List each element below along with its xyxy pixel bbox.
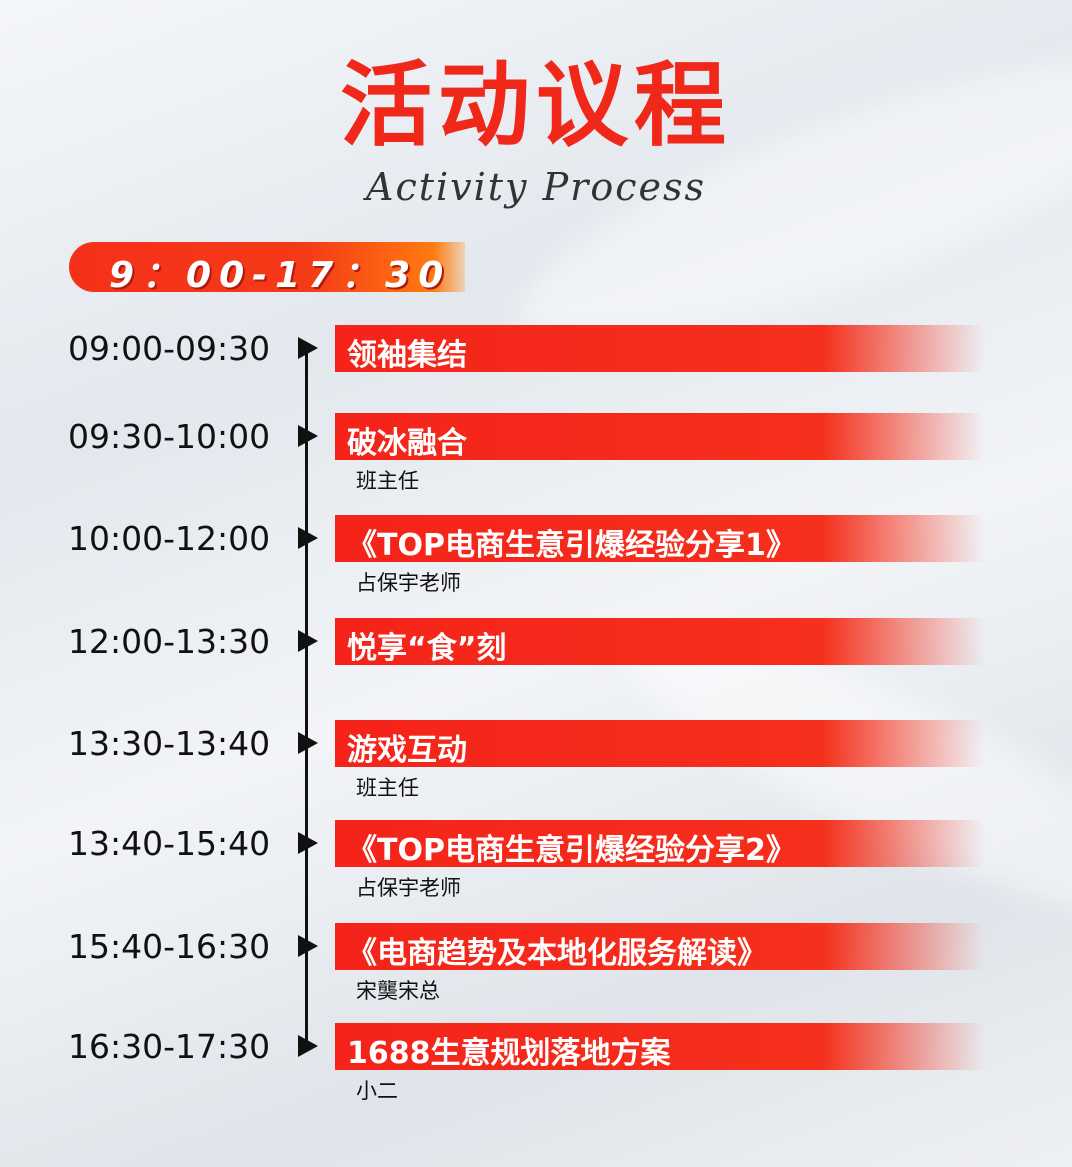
- agenda-item: 13:40-15:40 《TOP电商生意引爆经验分享2》 占保宇老师: [0, 820, 1072, 900]
- agenda-title-bar: 悦享“食”刻: [335, 618, 985, 666]
- agenda-title-bar: 《TOP电商生意引爆经验分享1》: [335, 515, 985, 563]
- arrow-right-icon: [298, 935, 318, 957]
- arrow-right-icon: [298, 425, 318, 447]
- page-subtitle: Activity Process: [366, 165, 706, 209]
- arrow-right-icon: [298, 732, 318, 754]
- agenda-title: 悦享“食”刻: [347, 631, 507, 666]
- agenda-title: 《电商趋势及本地化服务解读》: [347, 936, 767, 971]
- agenda-item: 12:00-13:30 悦享“食”刻: [0, 618, 1072, 666]
- agenda-time: 10:00-12:00: [68, 519, 271, 558]
- agenda-time: 13:30-13:40: [68, 724, 271, 763]
- agenda-speaker: 小二: [356, 1079, 398, 1103]
- agenda-speaker: 占保宇老师: [356, 876, 461, 900]
- arrow-right-icon: [298, 337, 318, 359]
- agenda-item: 09:00-09:30 领袖集结: [0, 325, 1072, 373]
- arrow-right-icon: [298, 832, 318, 854]
- time-range-badge: 9：00-17：30: [69, 242, 465, 296]
- agenda-title: 《TOP电商生意引爆经验分享2》: [347, 833, 796, 868]
- time-range-text: 9：00-17：30: [109, 255, 452, 296]
- agenda-title-bar: 游戏互动: [335, 720, 985, 768]
- agenda-item: 16:30-17:30 1688生意规划落地方案 小二: [0, 1023, 1072, 1103]
- agenda-speaker: 班主任: [356, 469, 419, 493]
- agenda-title-bar: 破冰融合: [335, 413, 985, 461]
- agenda-title-bar: 《电商趋势及本地化服务解读》: [335, 923, 985, 971]
- agenda-time: 09:00-09:30: [68, 329, 271, 368]
- agenda-speaker: 占保宇老师: [356, 571, 461, 595]
- agenda-title: 游戏互动: [347, 733, 467, 768]
- arrow-right-icon: [298, 630, 318, 652]
- agenda-time: 13:40-15:40: [68, 824, 271, 863]
- agenda-item: 10:00-12:00 《TOP电商生意引爆经验分享1》 占保宇老师: [0, 515, 1072, 595]
- agenda-item: 13:30-13:40 游戏互动 班主任: [0, 720, 1072, 800]
- agenda-title-bar: 领袖集结: [335, 325, 985, 373]
- agenda-time: 16:30-17:30: [68, 1027, 271, 1066]
- timeline-line: [305, 347, 308, 1047]
- agenda-speaker: 宋龑宋总: [356, 979, 440, 1003]
- agenda-title-bar: 《TOP电商生意引爆经验分享2》: [335, 820, 985, 868]
- agenda-speaker: 班主任: [356, 776, 419, 800]
- agenda-item: 15:40-16:30 《电商趋势及本地化服务解读》 宋龑宋总: [0, 923, 1072, 1003]
- arrow-right-icon: [298, 527, 318, 549]
- page-title: 活动议程: [339, 52, 732, 159]
- agenda-time: 12:00-13:30: [68, 622, 271, 661]
- agenda-item: 09:30-10:00 破冰融合 班主任: [0, 413, 1072, 493]
- agenda-title-bar: 1688生意规划落地方案: [335, 1023, 985, 1071]
- agenda-title: 《TOP电商生意引爆经验分享1》: [347, 528, 796, 563]
- agenda-time: 09:30-10:00: [68, 417, 271, 456]
- agenda-title: 破冰融合: [347, 426, 467, 461]
- arrow-right-icon: [298, 1035, 318, 1057]
- agenda-title: 1688生意规划落地方案: [347, 1036, 671, 1071]
- agenda-time: 15:40-16:30: [68, 927, 271, 966]
- agenda-title: 领袖集结: [347, 338, 467, 373]
